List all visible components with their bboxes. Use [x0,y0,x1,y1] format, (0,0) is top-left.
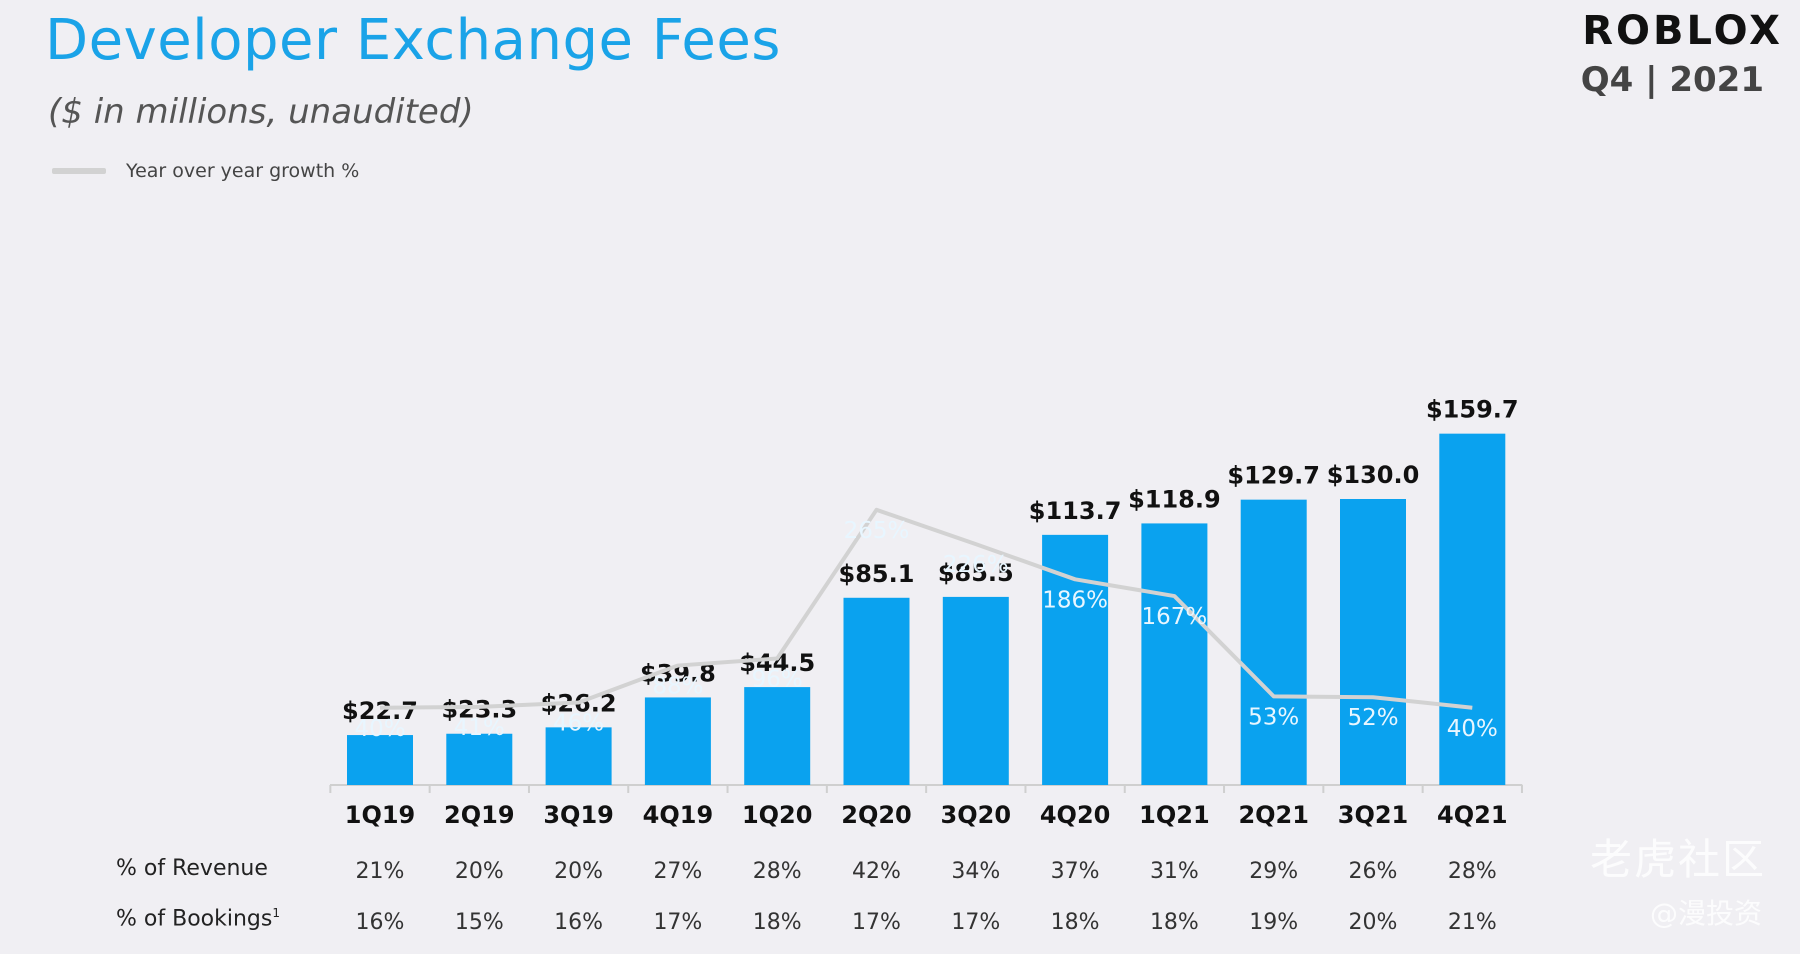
bookings-pct-value: 16% [554,910,603,935]
growth-pct-label: 226% [943,552,1009,578]
bookings-pct-value: 15% [455,910,504,935]
growth-pct-label: 53% [1248,704,1299,730]
growth-pct-label: 46% [553,711,604,737]
category-label: 4Q20 [1040,801,1111,829]
bar-value-label: $85.1 [839,560,915,588]
revenue-pct-value: 28% [1448,859,1497,884]
bookings-pct-value: 18% [1150,910,1199,935]
bookings-pct-value: 18% [753,910,802,935]
report-period: Q4 | 2021 [1580,60,1764,100]
growth-pct-label: 265% [844,518,910,544]
bar-1Q21 [1141,523,1208,785]
revenue-pct-value: 27% [653,859,702,884]
category-label: 2Q21 [1238,801,1309,829]
legend-label: Year over year growth % [126,160,360,182]
legend-line-swatch [52,168,106,174]
bar-value-label: $22.7 [342,697,418,725]
bar-2Q19 [446,733,513,785]
category-label: 3Q21 [1338,801,1409,829]
bookings-pct-value: 19% [1249,910,1298,935]
bar-value-label: $23.3 [441,696,517,724]
bar-1Q20 [744,687,811,785]
growth-pct-label: 186% [1042,587,1108,613]
bar-3Q19 [545,727,612,785]
bar-value-label: $118.9 [1128,485,1221,513]
revenue-pct-value: 42% [852,859,901,884]
growth-pct-label: 52% [1347,705,1398,731]
category-label: 4Q19 [643,801,714,829]
bar-1Q19 [347,735,413,785]
bar-4Q20 [1042,534,1109,785]
revenue-pct-value: 26% [1349,859,1398,884]
bookings-footnote-marker: 1 [272,906,280,920]
bar-value-label: $44.5 [739,649,815,677]
revenue-pct-value: 29% [1249,859,1298,884]
growth-pct-label: 41% [454,715,505,741]
revenue-pct-value: 20% [455,859,504,884]
bookings-pct-value: 17% [653,910,702,935]
bar-2Q20 [843,597,910,785]
brand-logo: ROBLOX [1582,8,1783,54]
bookings-pct-value: 20% [1349,910,1398,935]
revenue-row-label: % of Revenue [116,856,268,881]
bookings-pct-value: 21% [1448,910,1497,935]
bookings-row-text: % of Bookings [116,906,273,932]
growth-pct-label: 96% [752,667,803,693]
revenue-pct-value: 34% [951,859,1000,884]
category-label: 3Q20 [941,801,1012,829]
growth-line [379,507,1473,710]
category-label: 4Q21 [1437,801,1508,829]
revenue-pct-value: 20% [554,859,603,884]
bookings-pct-value: 16% [356,910,405,935]
growth-pct-label: 167% [1142,604,1208,630]
bar-value-label: $129.7 [1227,462,1320,490]
chart-legend: Year over year growth % [52,160,359,182]
bookings-row-label: % of Bookings1 [116,906,280,931]
growth-pct-label: 40% [354,716,405,742]
page-title: Developer Exchange Fees [45,8,781,73]
category-label: 2Q20 [841,801,912,829]
bar-4Q19 [644,697,711,785]
watermark-text: 老虎社区 [1589,835,1766,884]
bar-value-label: $113.7 [1029,497,1122,525]
bookings-pct-value: 17% [852,910,901,935]
bar-4Q21 [1439,433,1506,785]
bar-value-label: $159.7 [1426,396,1519,424]
revenue-pct-value: 37% [1051,859,1100,884]
bar-3Q20 [942,596,1009,785]
category-label: 1Q19 [345,801,416,829]
page-subtitle: ($ in millions, unaudited) [48,92,474,132]
bar-3Q21 [1340,499,1406,785]
growth-pct-label: 88% [652,674,703,700]
category-label: 1Q20 [742,801,813,829]
bookings-pct-value: 18% [1051,910,1100,935]
growth-pct-label: 40% [1447,716,1498,742]
category-label: 1Q21 [1139,801,1210,829]
category-label: 3Q19 [543,801,614,829]
revenue-pct-value: 28% [753,859,802,884]
bookings-pct-value: 17% [951,910,1000,935]
watermark-handle: @漫投资 [1649,897,1762,930]
category-label: 2Q19 [444,801,515,829]
bar-2Q21 [1240,499,1307,785]
revenue-pct-value: 31% [1150,859,1199,884]
bar-value-label: $85.5 [938,559,1014,587]
revenue-pct-value: 21% [356,859,405,884]
bar-value-label: $130.0 [1327,461,1420,489]
